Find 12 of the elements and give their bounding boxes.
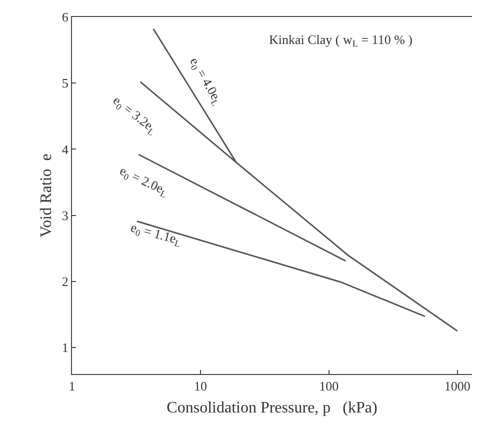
y-tick-label: 6 (62, 10, 69, 25)
x-axis-title: Consolidation Pressure, p (kPa) (166, 399, 378, 416)
y-axis-title: Void Ratio e (38, 154, 55, 238)
x-tick-label: 100 (319, 378, 339, 394)
y-tick-label: 4 (62, 142, 69, 157)
y-tick-label: 3 (62, 208, 68, 223)
annotation: Kinkai Clay ( w$_{L}$ = 110 % ) (269, 32, 412, 49)
y-tick-label: 2 (62, 274, 68, 289)
x-tick-label: 1000 (444, 378, 470, 394)
y-tick-label: 5 (62, 76, 68, 91)
y-tick-label: 1 (62, 340, 68, 356)
x-tick-label: 10 (194, 378, 207, 394)
